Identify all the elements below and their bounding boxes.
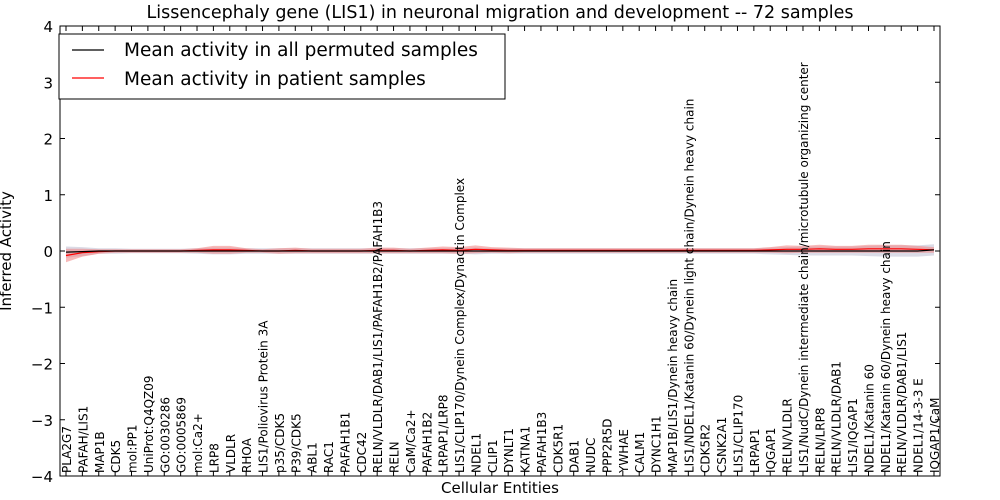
x-tick-label: LRPAP1 (748, 428, 762, 473)
series-line-1 (65, 248, 935, 257)
x-tick-label: CALM1 (633, 432, 647, 473)
x-tick-label: NDEL1/14-3-3 E (912, 378, 926, 473)
plot-frame (59, 25, 941, 477)
x-tick-label: CDK5R2 (699, 424, 713, 473)
x-tick-label: RHOA (240, 437, 254, 473)
x-tick-label: p35/CDK5 (273, 413, 287, 473)
x-tick-label: PLA2G7 (60, 426, 74, 473)
band-series-1 (66, 244, 934, 263)
x-tick-label: DYNC1H1 (650, 415, 664, 473)
x-tick-label: CDK5 (109, 440, 123, 473)
x-tick-label: NDEL1/Katanin 60 (862, 364, 876, 473)
x-tick-label: LRPAP1/LRP8 (437, 394, 451, 473)
legend-frame (58, 33, 506, 100)
y-tick-label: 0 (43, 243, 53, 261)
y-tick-label: 3 (43, 74, 53, 92)
x-tick-label: DAB1 (568, 440, 582, 473)
x-tick-label: ABL1 (306, 442, 320, 473)
x-axis-label: Cellular Entities (441, 479, 559, 497)
x-tick-label: mol:Ca2+ (191, 413, 205, 473)
x-tick-label: UniProt:Q4QZ09 (142, 375, 156, 473)
x-tick-label: RELN/VLDLR/DAB1/LIS1/PAFAH1B2/PAFAH1B3 (371, 201, 385, 473)
legend-label-patient: Mean activity in patient samples (124, 69, 426, 90)
x-tick-label: LIS1/Poliovirus Protein 3A (257, 320, 271, 473)
legend-label-permuted: Mean activity in all permuted samples (124, 40, 478, 61)
x-tick-label: RELN/LRP8 (813, 407, 827, 473)
y-tick-label: 2 (43, 131, 53, 149)
x-axis-ticks: PLA2G7 PAFAH/LIS1 MAP1B CDK5 mol:PP1 UniProt:… (60, 26, 942, 476)
y-tick-label: −1 (31, 299, 53, 317)
y-axis-label: Inferred Activity (0, 191, 15, 311)
x-tick-label: RELN/VLDLR/DAB1 (830, 361, 844, 473)
x-tick-label: NUDC (584, 438, 598, 473)
x-tick-label: NDEL1/Katanin 60/Dynein heavy chain (879, 241, 893, 473)
y-tick-label: −4 (31, 468, 53, 486)
x-tick-label: VLDLR (224, 434, 238, 473)
x-tick-label: MAP1B/LIS1/Dynein heavy chain (666, 279, 680, 473)
x-tick-label: P39/CDK5 (289, 413, 303, 473)
x-tick-label: IQGAP1 (764, 428, 778, 473)
x-tick-label: GO:0005869 (175, 397, 189, 473)
chart-title: Lissencephaly gene (LIS1) in neuronal mi… (147, 3, 854, 23)
x-tick-label: CDK5R1 (551, 424, 565, 473)
x-tick-label: YWHAE (617, 429, 631, 474)
x-tick-label: PAFAH1B1 (338, 412, 352, 473)
x-tick-label: NDEL1 (469, 433, 483, 473)
x-tick-label: RELN/VLDLR/DAB1/LIS1 (895, 332, 909, 473)
y-tick-label: −2 (31, 356, 53, 374)
y-tick-label: −3 (31, 412, 53, 430)
x-tick-label: CaM/Ca2+ (404, 409, 418, 473)
x-tick-label: DYNLT1 (502, 428, 516, 473)
y-tick-label: 1 (43, 187, 53, 205)
x-tick-label: PAFAH1B3 (535, 412, 549, 473)
x-tick-label: RELN (388, 441, 402, 473)
x-tick-label: IQGAP1/CaM (928, 398, 942, 474)
x-tick-label: CSNK2A1 (715, 417, 729, 473)
x-tick-label: PAFAH/LIS1 (76, 406, 90, 473)
x-tick-label: LIS1/NudC/Dynein intermediate chain/micr… (797, 62, 811, 473)
x-tick-label: mol:PP1 (126, 424, 140, 473)
x-tick-label: GO:0030286 (158, 397, 172, 473)
x-tick-label: LIS1/NDEL1/Katanin 60/Dynein light chain… (682, 99, 696, 473)
x-tick-label: MAP1B (93, 431, 107, 473)
x-tick-label: CLIP1 (486, 440, 500, 473)
y-axis-ticks: −4 −3 −2 −1 0 1 2 3 4 (31, 18, 940, 486)
x-tick-label: RAC1 (322, 441, 336, 473)
series-lines (65, 248, 935, 257)
x-tick-label: RELN/VLDLR (781, 398, 795, 473)
x-tick-label: LIS1/CLIP170/Dynein Complex/Dynactin Com… (453, 178, 467, 473)
x-tick-label: LIS1/IQGAP1 (846, 398, 860, 473)
x-tick-label: PAFAH1B2 (420, 412, 434, 473)
x-tick-label: LRP8 (207, 443, 221, 473)
series-line-0 (65, 249, 935, 253)
x-tick-label: LIS1/CLIP170 (731, 395, 745, 473)
x-tick-label: CDC42 (355, 432, 369, 473)
x-tick-label: PPP2R5D (600, 418, 614, 473)
y-tick-label: 4 (43, 18, 53, 36)
legend: Mean activity in all permuted samples Me… (58, 33, 506, 100)
x-tick-label: KATNA1 (519, 426, 533, 473)
